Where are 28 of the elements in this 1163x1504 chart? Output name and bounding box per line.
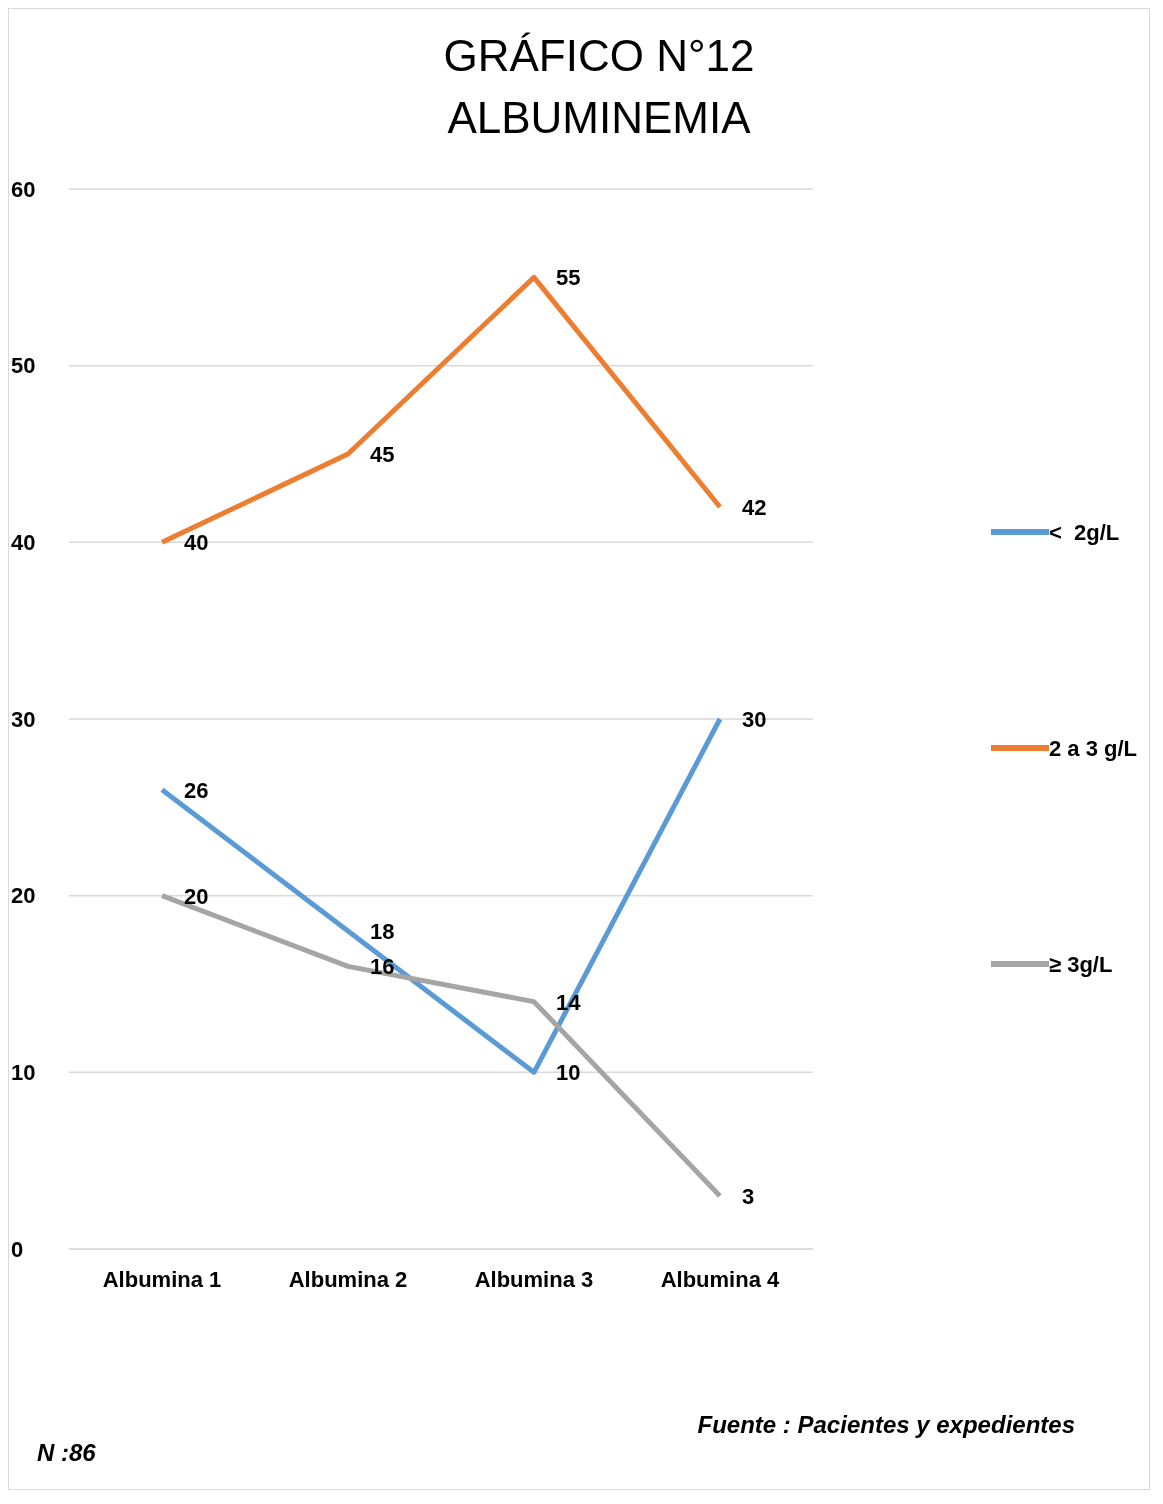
legend-label: < 2g/L <box>1048 520 1120 546</box>
data-label: 20 <box>183 883 209 909</box>
y-tick-label: 30 <box>11 706 36 732</box>
data-label: 3 <box>741 1184 755 1209</box>
data-label: 40 <box>183 530 209 556</box>
x-tick-label: Albumina 3 <box>474 1266 594 1292</box>
y-tick-label: 60 <box>11 176 36 202</box>
data-label: 16 <box>369 954 395 980</box>
x-tick-label: Albumina 4 <box>660 1266 781 1292</box>
y-tick-label: 40 <box>11 530 36 556</box>
y-tick-label: 10 <box>11 1060 36 1086</box>
data-label: 18 <box>369 919 395 944</box>
legend-label: ≥ 3g/L <box>1048 952 1113 978</box>
legend-label: 2 a 3 g/L <box>1048 736 1137 762</box>
x-tick-label: Albumina 2 <box>288 1266 408 1292</box>
source-note: Fuente : Pacientes y expedientes <box>697 1411 1075 1439</box>
data-label: 30 <box>741 707 767 732</box>
data-label: 26 <box>183 777 209 803</box>
text: N :86 <box>37 1439 96 1467</box>
data-label: 55 <box>555 265 581 291</box>
x-tick-label: Albumina 1 <box>102 1266 222 1292</box>
y-tick-label: 20 <box>11 883 36 909</box>
y-tick-label: 0 <box>11 1236 24 1262</box>
data-label: 10 <box>555 1060 581 1086</box>
chart-title: GRÁFICO N°12 ALBUMINEMIA <box>442 30 756 144</box>
data-label: 42 <box>741 495 767 520</box>
data-label: 45 <box>369 442 395 467</box>
y-tick-label: 50 <box>11 353 36 379</box>
